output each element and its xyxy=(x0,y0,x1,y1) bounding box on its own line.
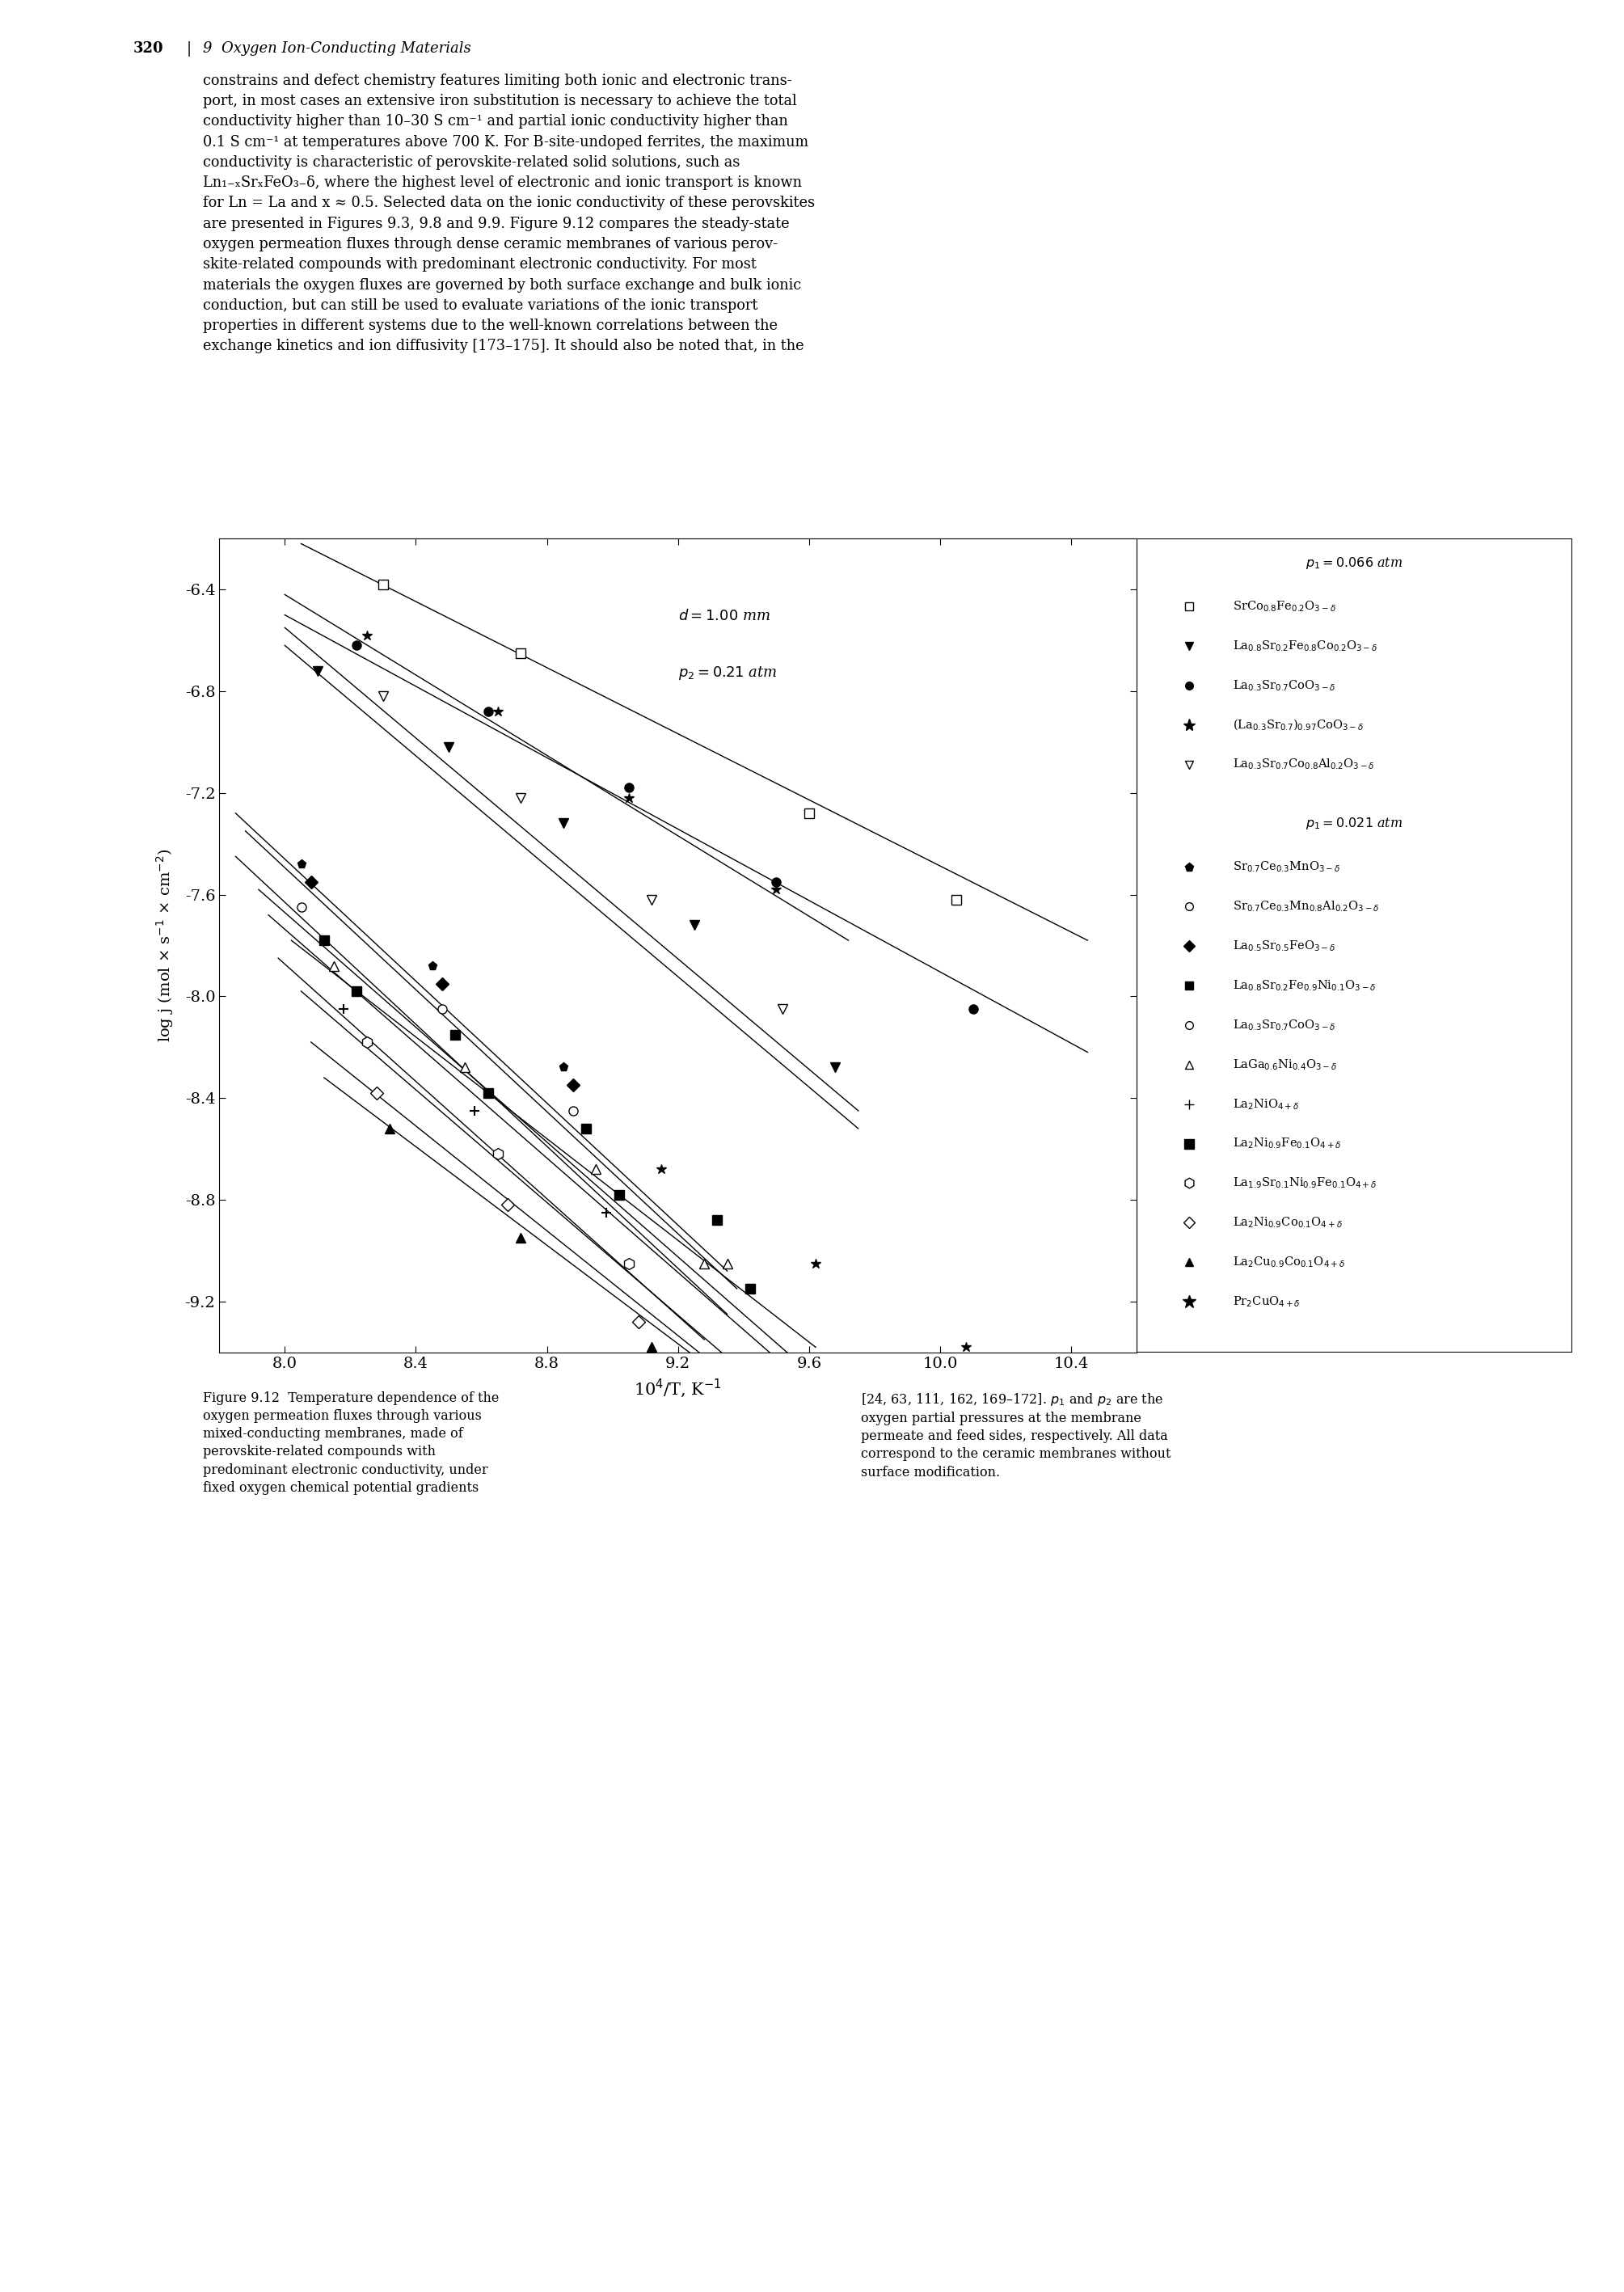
Text: La$_2$Ni$_{0.9}$Co$_{0.1}$O$_{4+\delta}$: La$_2$Ni$_{0.9}$Co$_{0.1}$O$_{4+\delta}$ xyxy=(1233,1215,1343,1231)
Text: La$_2$Cu$_{0.9}$Co$_{0.1}$O$_{4+\delta}$: La$_2$Cu$_{0.9}$Co$_{0.1}$O$_{4+\delta}$ xyxy=(1233,1256,1345,1270)
Text: $d = 1.00$ mm: $d = 1.00$ mm xyxy=(679,610,770,623)
Text: 320: 320 xyxy=(133,41,164,55)
Text: Figure 9.12  Temperature dependence of the
oxygen permeation fluxes through vari: Figure 9.12 Temperature dependence of th… xyxy=(203,1391,499,1494)
Text: Sr$_{0.7}$Ce$_{0.3}$MnO$_{3-\delta}$: Sr$_{0.7}$Ce$_{0.3}$MnO$_{3-\delta}$ xyxy=(1233,860,1340,873)
Text: Pr$_2$CuO$_{4+\delta}$: Pr$_2$CuO$_{4+\delta}$ xyxy=(1233,1295,1301,1309)
Text: (La$_{0.3}$Sr$_{0.7}$)$_{0.97}$CoO$_{3-\delta}$: (La$_{0.3}$Sr$_{0.7}$)$_{0.97}$CoO$_{3-\… xyxy=(1233,717,1364,733)
Text: $p_1 = 0.066$ atm: $p_1 = 0.066$ atm xyxy=(1306,555,1403,571)
Text: $p_1 = 0.021$ atm: $p_1 = 0.021$ atm xyxy=(1306,816,1403,832)
Text: La$_2$NiO$_{4+\delta}$: La$_2$NiO$_{4+\delta}$ xyxy=(1233,1098,1299,1112)
X-axis label: 10$^4$/T, K$^{-1}$: 10$^4$/T, K$^{-1}$ xyxy=(633,1377,723,1400)
Text: La$_2$Ni$_{0.9}$Fe$_{0.1}$O$_{4+\delta}$: La$_2$Ni$_{0.9}$Fe$_{0.1}$O$_{4+\delta}$ xyxy=(1233,1137,1341,1151)
Text: La$_{0.3}$Sr$_{0.7}$Co$_{0.8}$Al$_{0.2}$O$_{3-\delta}$: La$_{0.3}$Sr$_{0.7}$Co$_{0.8}$Al$_{0.2}$… xyxy=(1233,756,1374,772)
Y-axis label: log j (mol × s$^{-1}$ × cm$^{-2}$): log j (mol × s$^{-1}$ × cm$^{-2}$) xyxy=(154,848,175,1043)
Text: La$_{0.8}$Sr$_{0.2}$Fe$_{0.9}$Ni$_{0.1}$O$_{3-\delta}$: La$_{0.8}$Sr$_{0.2}$Fe$_{0.9}$Ni$_{0.1}$… xyxy=(1233,979,1376,992)
Text: La$_{0.3}$Sr$_{0.7}$CoO$_{3-\delta}$: La$_{0.3}$Sr$_{0.7}$CoO$_{3-\delta}$ xyxy=(1233,678,1335,692)
Text: SrCo$_{0.8}$Fe$_{0.2}$O$_{3-\delta}$: SrCo$_{0.8}$Fe$_{0.2}$O$_{3-\delta}$ xyxy=(1233,598,1337,614)
Text: Sr$_{0.7}$Ce$_{0.3}$Mn$_{0.8}$Al$_{0.2}$O$_{3-\delta}$: Sr$_{0.7}$Ce$_{0.3}$Mn$_{0.8}$Al$_{0.2}$… xyxy=(1233,898,1379,915)
Text: La$_{1.9}$Sr$_{0.1}$Ni$_{0.9}$Fe$_{0.1}$O$_{4+\delta}$: La$_{1.9}$Sr$_{0.1}$Ni$_{0.9}$Fe$_{0.1}$… xyxy=(1233,1176,1377,1190)
Text: [24, 63, 111, 162, 169–172]. $p_1$ and $p_2$ are the
oxygen partial pressures at: [24, 63, 111, 162, 169–172]. $p_1$ and $… xyxy=(861,1391,1171,1478)
Text: 9  Oxygen Ion-Conducting Materials: 9 Oxygen Ion-Conducting Materials xyxy=(203,41,471,55)
Text: |: | xyxy=(187,41,192,57)
Text: LaGa$_{0.6}$Ni$_{0.4}$O$_{3-\delta}$: LaGa$_{0.6}$Ni$_{0.4}$O$_{3-\delta}$ xyxy=(1233,1057,1337,1073)
Text: La$_{0.8}$Sr$_{0.2}$Fe$_{0.8}$Co$_{0.2}$O$_{3-\delta}$: La$_{0.8}$Sr$_{0.2}$Fe$_{0.8}$Co$_{0.2}$… xyxy=(1233,639,1377,653)
Text: La$_{0.5}$Sr$_{0.5}$FeO$_{3-\delta}$: La$_{0.5}$Sr$_{0.5}$FeO$_{3-\delta}$ xyxy=(1233,940,1335,953)
Text: La$_{0.3}$Sr$_{0.7}$CoO$_{3-\delta}$: La$_{0.3}$Sr$_{0.7}$CoO$_{3-\delta}$ xyxy=(1233,1018,1335,1031)
Text: constrains and defect chemistry features limiting both ionic and electronic tran: constrains and defect chemistry features… xyxy=(203,73,815,353)
Text: $p_2 = 0.21$ atm: $p_2 = 0.21$ atm xyxy=(679,665,778,681)
